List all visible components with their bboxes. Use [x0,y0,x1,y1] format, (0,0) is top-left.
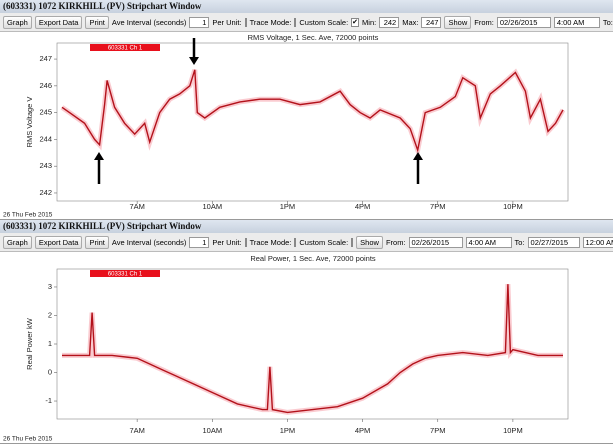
y-axis-label: RMS Voltage V [25,97,34,148]
legend-label: 603331 Ch 1 [108,271,143,277]
y-tick-label: 244 [39,134,52,143]
input[interactable]: 02/26/2015 [496,16,551,28]
plot-area [56,42,569,202]
button[interactable]: Graph [3,15,32,29]
input[interactable]: 02/27/2015 [527,236,580,248]
button[interactable]: Print [85,235,109,249]
dropdown[interactable]: Show [444,15,472,29]
toolbar: Graph Export Data Print Ave Interval (secon… [0,13,613,32]
x-tick-label: 10AM [203,202,223,211]
x-tick-label: 7PM [430,202,445,211]
line [62,284,563,414]
chart: RMS Voltage, 1 Sec. Ave, 72000 points RMS… [3,33,569,219]
window: (603331) 1072 KIRKHILL (PV) Stripchart W… [0,0,613,220]
x-tick-label: 4PM [355,426,370,435]
x-tick-label: 7PM [430,426,445,435]
footer-date: 26 Thu Feb 2015 [3,436,53,443]
y-tick-label: -1 [45,396,52,405]
input[interactable]: 1 [189,236,210,248]
legend-label: 603331 Ch 1 [108,45,143,51]
label: Min: [362,17,377,27]
checkbox[interactable] [244,17,247,27]
legend-swatch [90,270,160,277]
arrow-head [413,152,423,160]
line [61,69,564,153]
dropdown[interactable]: Show [356,235,383,249]
input[interactable]: 4:00 AM [465,236,512,248]
button[interactable]: Print [85,15,109,29]
label: To: [602,17,613,27]
label: Max: [402,17,419,27]
checkbox[interactable] [351,237,354,247]
label: Per Unit: [212,17,242,27]
input[interactable]: 1 [189,16,210,28]
x-tick-label: 1PM [280,426,295,435]
button[interactable]: Export Data [34,15,83,29]
button[interactable]: Export Data [34,235,83,249]
y-tick-label: 243 [39,161,52,170]
y-tick-label: 0 [48,368,52,377]
input[interactable]: 02/26/2015 [408,236,463,248]
y-tick-label: 245 [39,108,52,117]
window-title: (603331) 1072 KIRKHILL (PV) Stripchart W… [0,0,613,13]
label: From: [474,17,494,27]
label: From: [385,237,406,247]
x-tick-label: 7AM [129,426,144,435]
checkbox[interactable]: ✔ [351,17,360,27]
label: Trace Mode: [249,17,292,27]
plot-area [56,268,569,420]
y-tick-label: 246 [39,81,52,90]
button[interactable]: Graph [3,235,32,249]
chart: Real Power, 1 Sec. Ave, 72000 points Real… [3,254,569,443]
chart-title: Real Power, 1 Sec. Ave, 72000 points [250,254,376,263]
window-title: (603331) 1072 KIRKHILL (PV) Stripchart W… [0,220,613,233]
arrow-head [189,57,199,65]
window: (603331) 1072 KIRKHILL (PV) Stripchart W… [0,220,613,444]
toolbar: Graph Export Data Print Ave Interval (secon… [0,233,613,252]
x-tick-label: 4PM [355,202,370,211]
label: Per Unit: [212,237,242,247]
input[interactable]: 4:00 AM [553,16,600,28]
x-tick-label: 1PM [280,202,295,211]
label: Custom Scale: [299,237,349,247]
chart-title: RMS Voltage, 1 Sec. Ave, 72000 points [248,33,379,42]
y-axis-label: Real Power kW [25,317,34,370]
y-tick-label: 2 [48,310,52,319]
y-tick-label: 247 [39,54,52,63]
x-tick-label: 7AM [129,202,144,211]
x-tick-label: 10AM [203,426,223,435]
input[interactable]: 242 [379,16,400,28]
legend-swatch [90,44,160,51]
y-tick-label: 3 [48,282,52,291]
label: Ave Interval (seconds) [111,237,187,247]
y-tick-label: 1 [48,339,52,348]
x-tick-label: 10PM [503,202,523,211]
label: To: [514,237,525,247]
footer-date: 26 Thu Feb 2015 [3,212,53,219]
y-tick-label: 242 [39,188,52,197]
x-tick-label: 10PM [503,426,523,435]
input[interactable]: 12:00 AM [582,236,613,248]
arrow-head [94,152,104,160]
checkbox[interactable] [244,237,247,247]
checkbox[interactable] [294,17,297,27]
input[interactable]: 247 [421,16,442,28]
label: Ave Interval (seconds) [111,17,187,27]
label: Trace Mode: [249,237,292,247]
checkbox[interactable] [294,237,297,247]
label: Custom Scale: [299,17,349,27]
